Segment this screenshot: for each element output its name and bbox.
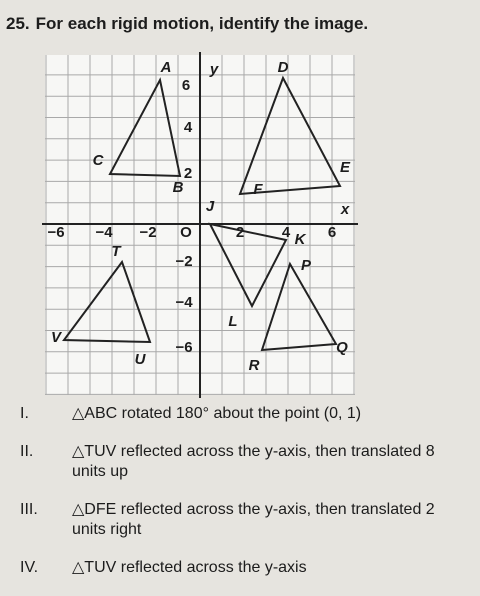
y-tick-label: 4 <box>184 119 193 136</box>
option: IV. △TUV reflected across the y-axis <box>20 558 470 578</box>
point-label: K <box>295 231 307 248</box>
option-numeral: I. <box>20 405 29 422</box>
x-tick-label: 2 <box>236 224 244 241</box>
x-tick-label: −6 <box>47 224 64 241</box>
x-tick-label: 6 <box>328 224 336 241</box>
triangle-jkl <box>208 222 288 309</box>
option-text: △ABC rotated 180° about the point (0, 1) <box>72 405 362 422</box>
triangle-pqr <box>260 261 338 352</box>
question: 25. For each rigid motion, identify the i… <box>6 14 374 34</box>
point-label: P <box>301 257 312 274</box>
y-tick-label: 2 <box>184 165 192 182</box>
point-label: B <box>173 179 184 196</box>
point-label: V <box>51 329 63 346</box>
option-numeral: II. <box>20 443 34 460</box>
triangle-dfe <box>238 75 342 196</box>
x-tick-label: −2 <box>139 224 156 241</box>
option-text: △TUV reflected across the y-axis, then t… <box>72 443 435 480</box>
option: I. △ABC rotated 180° about the point (0, … <box>20 404 470 424</box>
option-numeral: IV. <box>20 559 39 576</box>
axis-label: y <box>209 61 219 78</box>
y-tick-label: 6 <box>182 77 190 94</box>
x-tick-label: 4 <box>282 224 291 241</box>
option-text: △DFE reflected across the y-axis, then t… <box>72 501 435 538</box>
point-label: J <box>206 198 215 215</box>
triangle-abc <box>108 77 182 178</box>
axis-label: x <box>340 201 350 218</box>
option-text: △TUV reflected across the y-axis <box>72 559 307 576</box>
point-label: D <box>278 59 289 76</box>
x-tick-label: −4 <box>95 224 113 241</box>
point-label: F <box>253 181 263 198</box>
point-label: C <box>93 152 105 169</box>
point-label: R <box>249 357 260 374</box>
point-label: A <box>160 59 172 76</box>
triangle-tuv <box>62 259 152 344</box>
option: III. △DFE reflected across the y-axis, th… <box>20 500 470 540</box>
option-numeral: III. <box>20 501 38 518</box>
x-tick-label: O <box>180 224 192 241</box>
graph: x y −6 −4 −2 O 2 4 6 6 4 2 −2 −4 −6 A B … <box>42 52 358 398</box>
question-number: 25. <box>6 14 30 33</box>
point-label: T <box>111 243 122 260</box>
y-tick-label: −2 <box>175 253 192 270</box>
point-label: Q <box>336 339 348 356</box>
y-tick-label: −6 <box>175 339 192 356</box>
y-tick-label: −4 <box>175 294 193 311</box>
point-label: U <box>135 351 147 368</box>
question-text: For each rigid motion, identify the imag… <box>35 14 369 33</box>
point-label: E <box>340 159 351 176</box>
point-label: L <box>228 313 237 330</box>
options: I. △ABC rotated 180° about the point (0, … <box>20 404 470 596</box>
option: II. △TUV reflected across the y-axis, the… <box>20 442 470 482</box>
